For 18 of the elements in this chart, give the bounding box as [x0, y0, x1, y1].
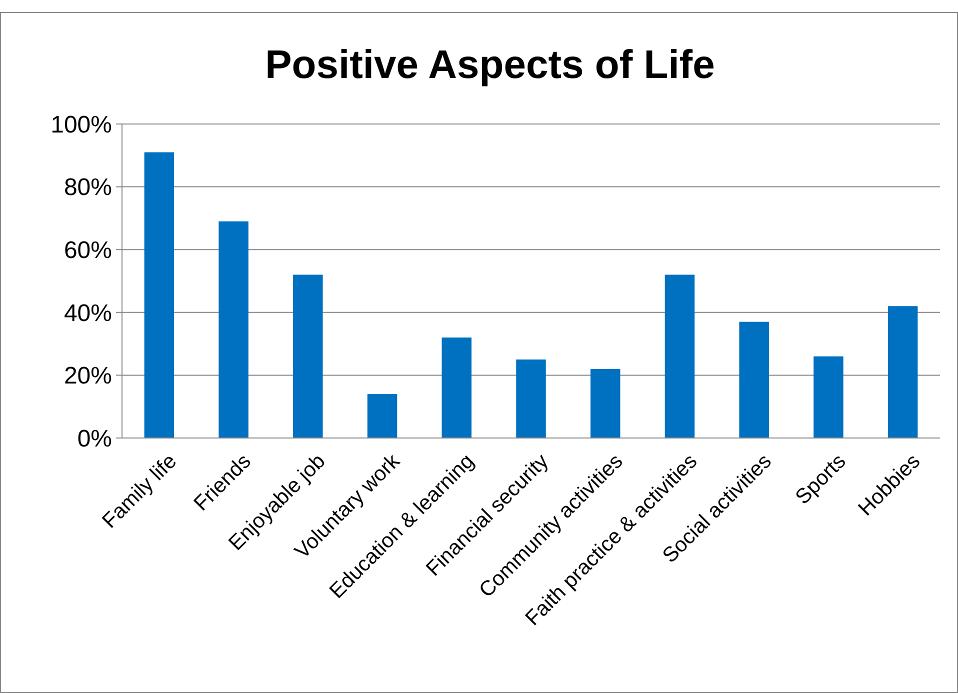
bar: [367, 394, 398, 438]
bar: [739, 322, 769, 438]
y-tick-label: 0%: [77, 425, 112, 452]
bar: [218, 221, 248, 438]
bar: [888, 306, 918, 438]
bar: [293, 274, 323, 438]
y-tick-label: 40%: [64, 300, 112, 327]
bar: [590, 368, 620, 438]
chart-title: Positive Aspects of Life: [265, 43, 715, 87]
bar: [442, 338, 472, 438]
y-tick-label: 60%: [64, 237, 112, 264]
y-tick-label: 20%: [64, 362, 112, 390]
bar: [664, 274, 695, 438]
bar: [814, 356, 844, 438]
y-tick-label: 100%: [50, 111, 112, 138]
bar: [144, 152, 174, 438]
bar: [516, 360, 546, 438]
y-tick-label: 80%: [64, 174, 112, 202]
